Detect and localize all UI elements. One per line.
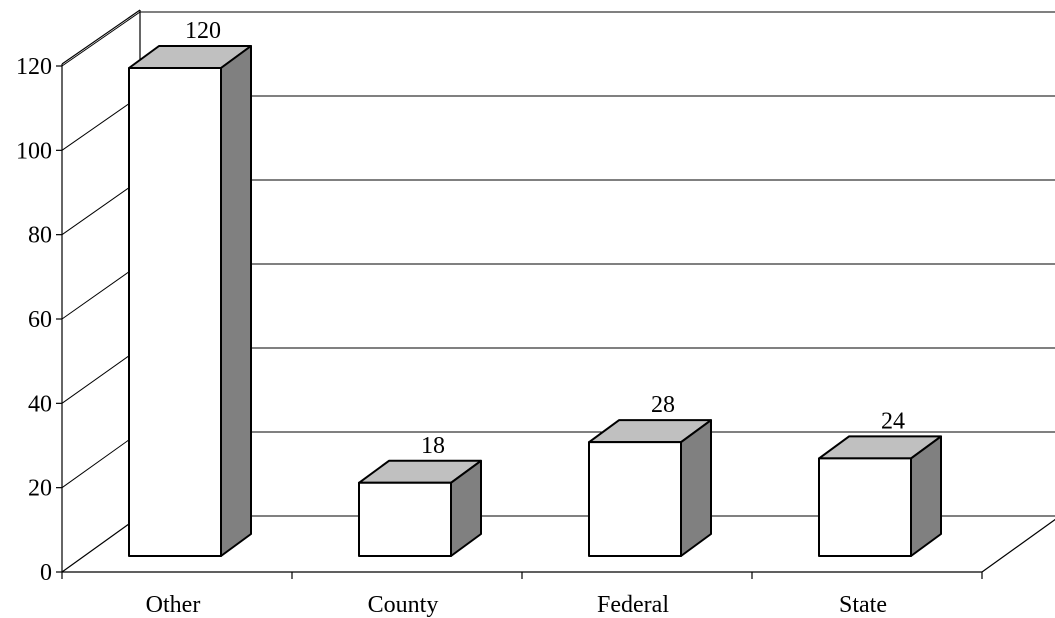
bar-front-face: [818, 457, 912, 557]
y-tick-label: 120: [16, 54, 52, 80]
floor-right-edge: [981, 518, 1055, 573]
bar-front-face: [358, 481, 452, 557]
bars: [128, 45, 942, 557]
labels: 120 Other 18 County 28 Federal 24 State: [146, 18, 905, 618]
side-gridline: [61, 179, 141, 236]
category-label: County: [368, 592, 439, 618]
category-label: State: [839, 592, 887, 618]
x-axis-ticks: [61, 572, 983, 579]
bar-front-face: [588, 441, 682, 557]
category-label: Federal: [597, 592, 669, 618]
y-tick-label: 80: [28, 223, 52, 249]
y-tick-label: 40: [28, 391, 52, 417]
data-label: 24: [881, 408, 905, 434]
bar-front-face: [128, 67, 222, 557]
y-tick-label: 100: [16, 138, 52, 164]
side-gridline: [61, 263, 141, 320]
side-gridline: [61, 95, 141, 151]
data-label: 18: [421, 433, 445, 459]
bar-side-face: [910, 435, 942, 557]
data-label: 28: [651, 392, 675, 418]
category-label: Other: [146, 592, 201, 618]
data-label: 120: [185, 18, 221, 44]
y-tick-label: 60: [28, 307, 52, 333]
side-gridline: [61, 431, 141, 489]
y-axis-ticks: 0 20 40 60 80 100 120: [16, 54, 62, 586]
y-tick-label: 0: [40, 560, 52, 586]
side-wall-top-edge: [61, 9, 141, 65]
bar-side-face: [680, 419, 712, 557]
y-tick-label: 20: [28, 476, 52, 502]
side-gridline: [61, 11, 141, 67]
side-gridline: [61, 347, 141, 404]
bar-side-face: [220, 45, 252, 557]
floor-left-edge: [61, 515, 141, 573]
gridlines: [61, 11, 1055, 517]
